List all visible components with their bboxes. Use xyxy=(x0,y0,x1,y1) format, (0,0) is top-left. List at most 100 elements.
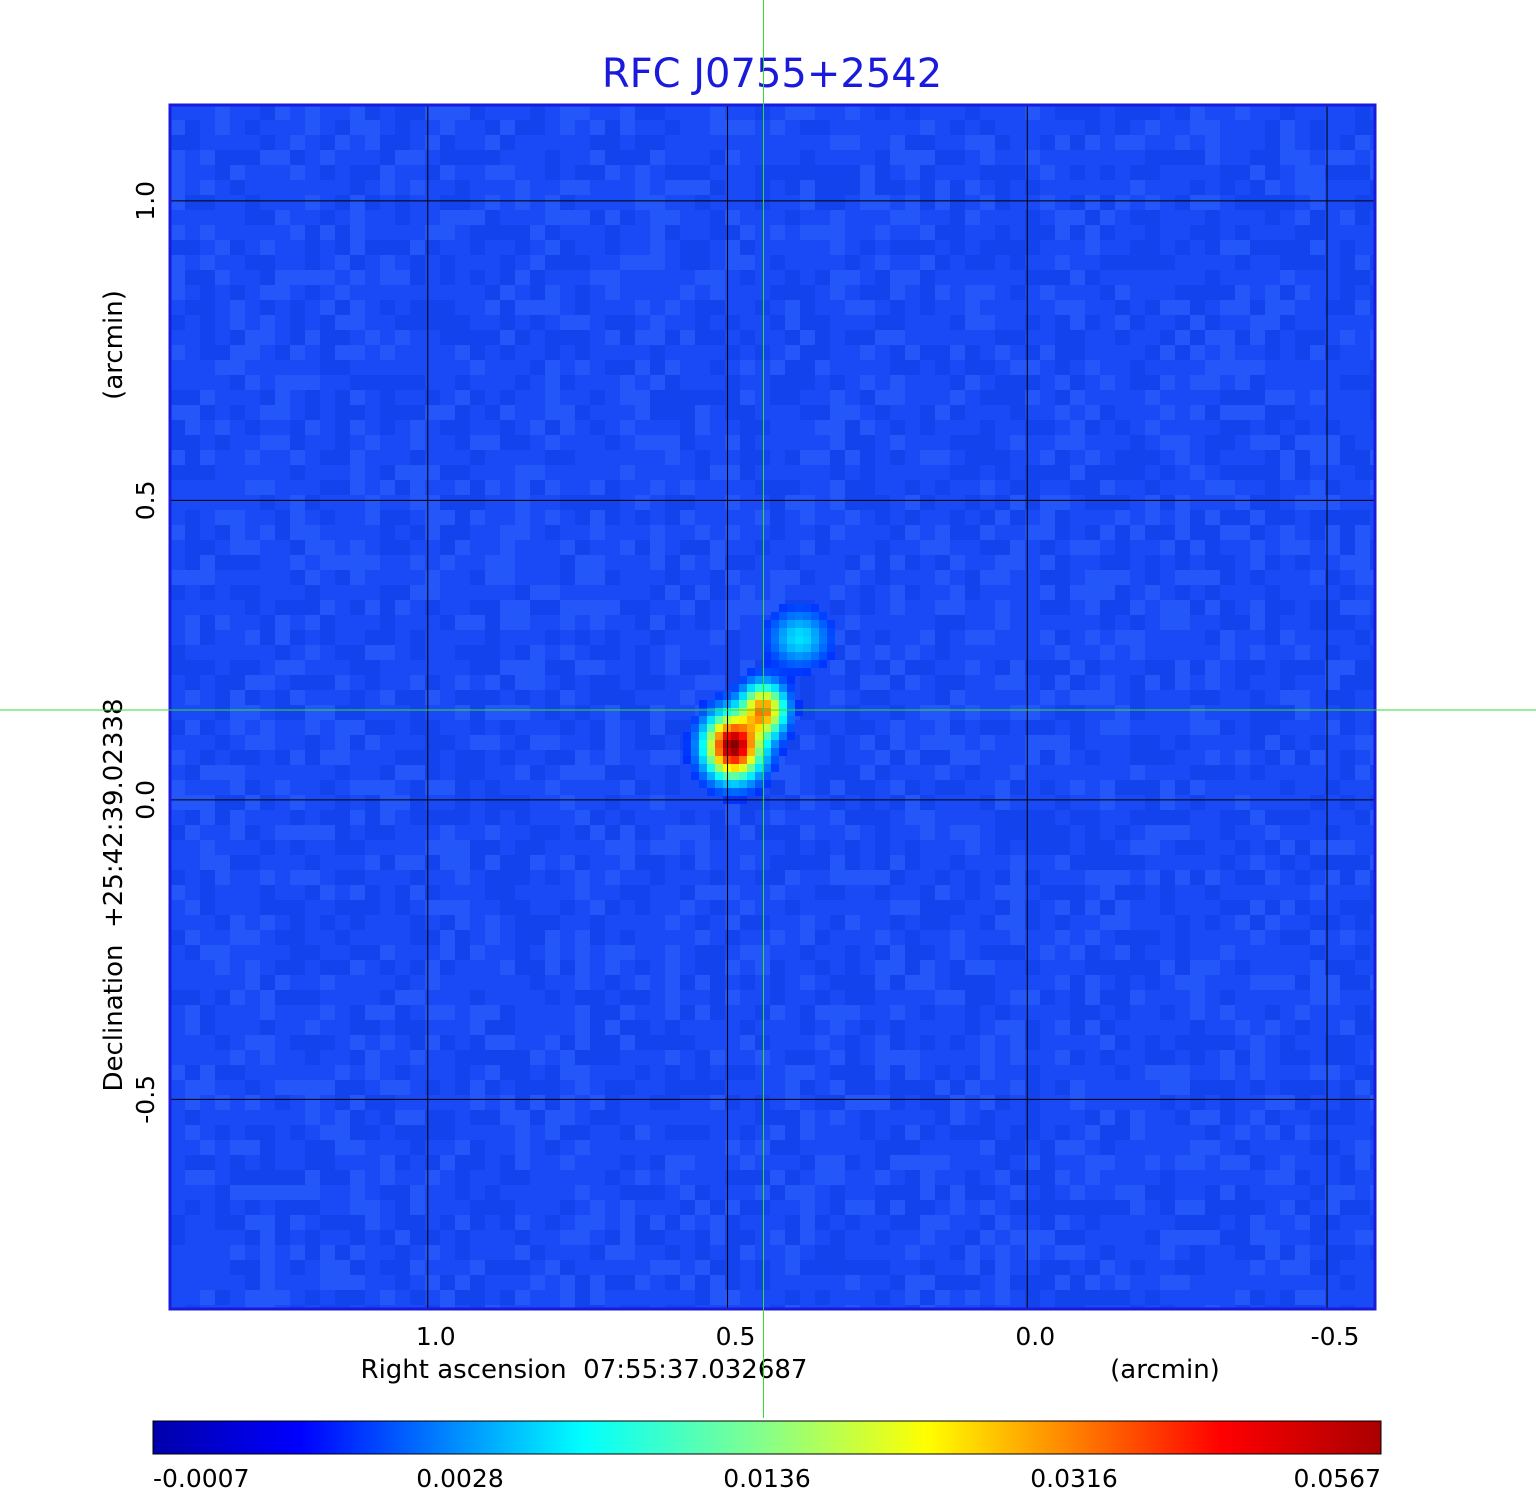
noise-cell xyxy=(815,1245,830,1260)
noise-cell xyxy=(1370,885,1375,900)
source-pixel xyxy=(739,716,747,724)
noise-cell xyxy=(1055,225,1070,240)
noise-cell xyxy=(545,930,560,945)
noise-cell xyxy=(695,675,710,690)
source-pixel xyxy=(787,692,795,700)
noise-cell xyxy=(1370,870,1375,885)
noise-cell xyxy=(1055,465,1070,480)
noise-cell xyxy=(1340,1185,1355,1200)
noise-cell xyxy=(1205,1215,1220,1230)
noise-cell xyxy=(1130,315,1145,330)
noise-cell xyxy=(920,165,935,180)
noise-cell xyxy=(830,1245,845,1260)
noise-cell xyxy=(575,1140,590,1155)
source-pixel xyxy=(747,788,755,796)
noise-cell xyxy=(1250,645,1265,660)
source-emission xyxy=(683,604,835,804)
noise-cell xyxy=(395,330,410,345)
noise-cell xyxy=(1265,435,1280,450)
noise-cell xyxy=(1325,915,1340,930)
noise-cell xyxy=(1295,555,1310,570)
noise-cell xyxy=(1235,525,1250,540)
noise-cell xyxy=(185,945,200,960)
noise-cell xyxy=(485,705,500,720)
noise-cell xyxy=(920,120,935,135)
noise-cell xyxy=(920,420,935,435)
noise-cell xyxy=(1175,555,1190,570)
noise-cell xyxy=(1310,480,1325,495)
noise-cell xyxy=(1025,900,1040,915)
noise-cell xyxy=(200,465,215,480)
noise-cell xyxy=(1280,315,1295,330)
noise-cell xyxy=(800,945,815,960)
noise-cell xyxy=(1325,1140,1340,1155)
noise-cell xyxy=(260,900,275,915)
source-pixel xyxy=(779,620,787,628)
noise-cell xyxy=(710,945,725,960)
noise-cell xyxy=(560,420,575,435)
noise-cell xyxy=(290,705,305,720)
noise-cell xyxy=(1325,825,1340,840)
noise-cell xyxy=(980,1140,995,1155)
noise-cell xyxy=(350,885,365,900)
noise-cell xyxy=(350,1035,365,1050)
noise-cell xyxy=(755,1140,770,1155)
source-pixel xyxy=(763,692,771,700)
source-pixel xyxy=(739,748,747,756)
noise-cell xyxy=(260,675,275,690)
noise-cell xyxy=(500,1095,515,1110)
noise-cell xyxy=(890,1125,905,1140)
noise-cell xyxy=(815,885,830,900)
noise-cell xyxy=(560,1230,575,1245)
noise-cell xyxy=(800,570,815,585)
noise-cell xyxy=(455,765,470,780)
noise-cell xyxy=(335,1275,350,1290)
noise-cell xyxy=(470,855,485,870)
noise-cell xyxy=(500,1065,515,1080)
noise-cell xyxy=(860,780,875,795)
noise-cell xyxy=(650,855,665,870)
noise-cell xyxy=(920,300,935,315)
noise-cell xyxy=(740,825,755,840)
noise-cell xyxy=(335,840,350,855)
source-pixel xyxy=(739,788,747,796)
noise-cell xyxy=(830,285,845,300)
noise-cell xyxy=(1175,435,1190,450)
noise-cell xyxy=(1295,225,1310,240)
noise-cell xyxy=(860,180,875,195)
noise-cell xyxy=(860,1260,875,1275)
noise-cell xyxy=(350,105,365,120)
noise-cell xyxy=(275,975,290,990)
noise-cell xyxy=(365,1020,380,1035)
noise-cell xyxy=(320,345,335,360)
noise-cell xyxy=(1355,1005,1370,1020)
noise-cell xyxy=(1205,315,1220,330)
noise-cell xyxy=(470,345,485,360)
noise-cell xyxy=(1040,510,1055,525)
noise-cell xyxy=(845,660,860,675)
noise-cell xyxy=(470,510,485,525)
noise-cell xyxy=(1145,975,1160,990)
noise-cell xyxy=(1055,855,1070,870)
source-pixel xyxy=(763,644,771,652)
noise-cell xyxy=(350,255,365,270)
noise-cell xyxy=(320,450,335,465)
noise-cell xyxy=(1295,465,1310,480)
noise-cell xyxy=(1160,1005,1175,1020)
noise-cell xyxy=(1130,885,1145,900)
noise-cell xyxy=(1160,525,1175,540)
noise-cell xyxy=(890,315,905,330)
noise-cell xyxy=(515,1260,530,1275)
noise-cell xyxy=(1355,210,1370,225)
source-pixel xyxy=(811,636,819,644)
noise-cell xyxy=(1160,600,1175,615)
noise-cell xyxy=(1235,240,1250,255)
noise-cell xyxy=(1325,960,1340,975)
noise-cell xyxy=(560,555,575,570)
noise-cell xyxy=(710,630,725,645)
noise-cell xyxy=(710,1275,725,1290)
noise-cell xyxy=(995,510,1010,525)
noise-cell xyxy=(1370,900,1375,915)
noise-cell xyxy=(575,300,590,315)
noise-cell xyxy=(560,330,575,345)
